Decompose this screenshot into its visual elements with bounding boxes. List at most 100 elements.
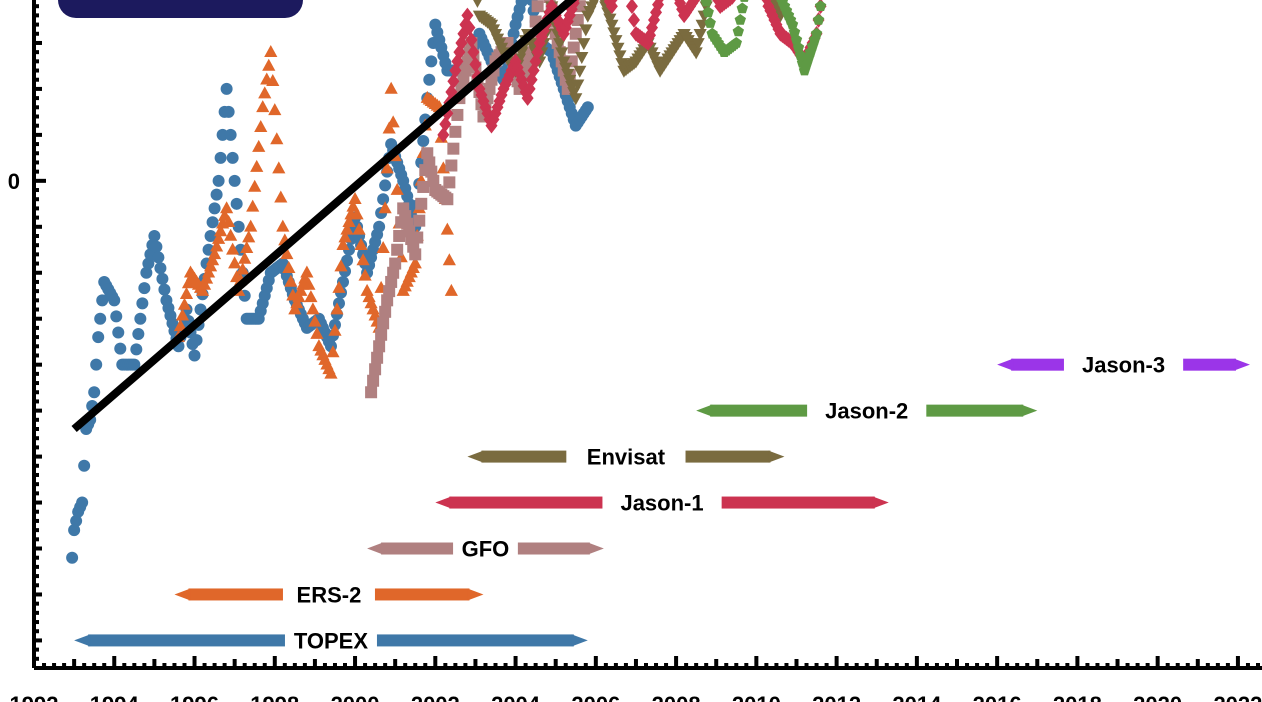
data-point xyxy=(378,201,392,214)
data-point xyxy=(354,237,368,250)
data-point xyxy=(377,317,390,330)
data-point xyxy=(268,103,282,116)
data-point xyxy=(461,7,474,24)
mission-bar xyxy=(374,588,470,601)
trend-line xyxy=(71,0,578,433)
data-point xyxy=(342,214,356,227)
mission-label: GFO xyxy=(462,537,510,562)
data-point xyxy=(244,219,258,232)
data-point xyxy=(611,42,625,55)
x-tick-label: 1998 xyxy=(250,692,299,702)
data-point xyxy=(700,0,712,7)
data-point xyxy=(332,280,346,293)
mission-bar xyxy=(449,496,603,509)
data-point xyxy=(150,240,163,253)
data-point xyxy=(369,363,382,376)
data-point xyxy=(132,328,145,341)
data-point xyxy=(692,0,700,5)
data-point xyxy=(563,74,577,87)
data-point xyxy=(76,496,89,509)
data-point xyxy=(553,38,567,51)
data-point xyxy=(381,294,394,307)
mission-bar xyxy=(926,404,1024,417)
data-point xyxy=(421,147,434,160)
data-point xyxy=(128,358,141,371)
data-point xyxy=(274,190,288,203)
data-point xyxy=(445,159,458,172)
data-point xyxy=(609,35,623,48)
data-point xyxy=(577,38,591,51)
data-point xyxy=(208,202,221,215)
x-tick-label: 2010 xyxy=(732,692,781,702)
data-point xyxy=(423,156,436,169)
data-point xyxy=(390,182,404,195)
series-jason-2 xyxy=(700,0,827,76)
data-point xyxy=(467,44,480,60)
data-point xyxy=(523,52,536,65)
data-point xyxy=(280,247,294,260)
data-point xyxy=(610,0,618,5)
data-point xyxy=(383,285,396,298)
mission-bar-end-arrow xyxy=(587,542,604,555)
data-point xyxy=(788,26,801,38)
data-point xyxy=(324,366,338,379)
data-point xyxy=(264,44,278,57)
data-point xyxy=(358,268,372,281)
data-point xyxy=(376,241,390,254)
data-point xyxy=(300,265,314,278)
data-point xyxy=(555,47,569,60)
data-point xyxy=(384,81,398,94)
mission-bar-start-arrow xyxy=(467,450,484,463)
x-tick-label: 1992 xyxy=(10,692,59,702)
data-point xyxy=(483,82,496,95)
mission-bar-start-arrow xyxy=(174,588,191,601)
data-point xyxy=(224,128,237,141)
x-tick-label: 1996 xyxy=(170,692,219,702)
mission-label: Envisat xyxy=(587,445,666,470)
data-point xyxy=(248,179,262,192)
data-point xyxy=(386,115,400,128)
data-point xyxy=(96,294,109,307)
data-point xyxy=(417,135,430,148)
data-point xyxy=(814,0,827,12)
mission-bar xyxy=(1011,358,1064,371)
x-tick-label: 2008 xyxy=(652,692,701,702)
mission-ers-2: ERS-2 xyxy=(174,582,484,607)
data-point xyxy=(210,188,223,201)
data-point xyxy=(232,220,245,233)
data-point xyxy=(409,248,422,261)
data-point xyxy=(256,100,270,113)
data-point xyxy=(94,312,107,325)
x-tick-label: 2018 xyxy=(1053,692,1102,702)
mission-bar xyxy=(710,404,808,417)
data-point xyxy=(179,287,194,300)
y-tick-label: 0 xyxy=(8,169,20,194)
data-point xyxy=(290,296,304,309)
data-point xyxy=(302,277,316,290)
data-point xyxy=(262,58,276,71)
data-point xyxy=(214,224,228,237)
data-point xyxy=(288,302,302,315)
data-point xyxy=(205,253,220,266)
data-point xyxy=(427,174,440,187)
data-point xyxy=(465,32,478,48)
data-point xyxy=(226,151,239,164)
data-point xyxy=(338,230,352,243)
data-point xyxy=(561,68,575,81)
data-point xyxy=(326,345,340,358)
data-point xyxy=(485,73,498,86)
data-point xyxy=(209,239,224,252)
data-point xyxy=(736,2,748,14)
data-point xyxy=(627,12,640,28)
data-point xyxy=(142,257,155,270)
data-point xyxy=(70,514,83,527)
data-point xyxy=(441,193,454,206)
data-point xyxy=(292,290,306,303)
data-point xyxy=(266,74,280,87)
data-point xyxy=(365,386,378,399)
data-point xyxy=(226,242,240,255)
data-point xyxy=(423,73,436,86)
data-point xyxy=(367,374,380,387)
data-point xyxy=(380,161,394,174)
data-point xyxy=(593,0,599,5)
